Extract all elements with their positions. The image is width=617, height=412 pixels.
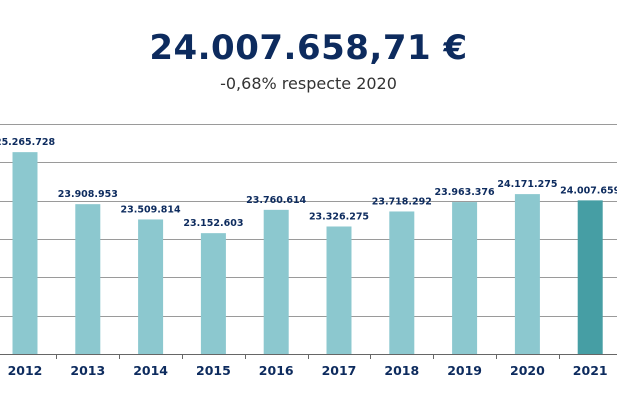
category-label-2013: 2013 — [70, 363, 105, 378]
value-label-2012: 25.265.728 — [0, 137, 55, 148]
bar-2018 — [389, 211, 415, 354]
category-label-2012: 2012 — [8, 363, 43, 378]
category-label-2016: 2016 — [259, 363, 294, 378]
value-label-2017: 23.326.275 — [309, 211, 369, 222]
category-label-2021: 2021 — [573, 363, 608, 378]
value-label-2015: 23.152.603 — [183, 218, 243, 229]
value-label-2019: 23.963.376 — [435, 187, 495, 198]
total-amount: 24.007.658,71 € — [149, 28, 468, 68]
bar-2016 — [263, 209, 289, 354]
bar-2012 — [12, 152, 38, 354]
change-vs-previous-year: -0,68% respecte 2020 — [220, 74, 397, 93]
value-label-2021: 24.007.659 — [560, 185, 617, 196]
value-label-2016: 23.760.614 — [246, 195, 306, 206]
value-label-2020: 24.171.275 — [497, 179, 557, 190]
value-label-2013: 23.908.953 — [58, 189, 118, 200]
category-label-2014: 2014 — [133, 363, 168, 378]
bar-2017 — [326, 226, 352, 354]
bar-2013 — [75, 204, 101, 354]
category-label-2017: 2017 — [322, 363, 357, 378]
value-label-2014: 23.509.814 — [121, 204, 181, 215]
category-label-2020: 2020 — [510, 363, 545, 378]
bar-2020 — [514, 194, 540, 354]
bar-2015 — [200, 233, 226, 354]
category-label-2019: 2019 — [447, 363, 482, 378]
category-label-2015: 2015 — [196, 363, 231, 378]
bar-2019 — [452, 202, 478, 354]
category-label-2018: 2018 — [384, 363, 419, 378]
bar-2014 — [138, 219, 164, 354]
bar-2021 — [577, 200, 603, 354]
value-label-2018: 23.718.292 — [372, 196, 432, 207]
